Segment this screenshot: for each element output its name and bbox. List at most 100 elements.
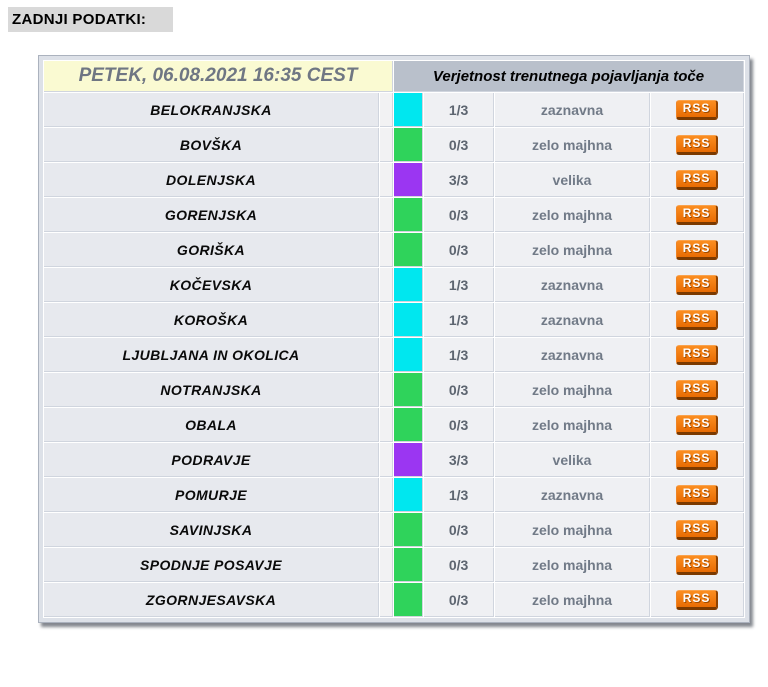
probability-label: zelo majhna (494, 513, 651, 547)
probability-fraction: 0/3 (424, 548, 494, 582)
probability-label: zelo majhna (494, 128, 651, 162)
probability-fraction: 0/3 (424, 408, 494, 442)
region-name: LJUBLJANA IN OKOLICA (44, 338, 379, 372)
table-row: POMURJE 1/3 zaznavna RSS (44, 478, 744, 512)
table-row: BOVŠKA 0/3 zelo majhna RSS (44, 128, 744, 162)
probability-label: zaznavna (494, 338, 651, 372)
region-name: ZGORNJESAVSKA (44, 583, 379, 617)
rss-cell: RSS (651, 303, 744, 337)
probability-fraction: 3/3 (424, 443, 494, 477)
probability-color-swatch (394, 233, 424, 267)
probability-fraction: 1/3 (424, 93, 494, 127)
region-name: NOTRANJSKA (44, 373, 379, 407)
rss-button[interactable]: RSS (675, 170, 719, 190)
probability-label: zaznavna (494, 93, 651, 127)
probability-color-swatch (394, 198, 424, 232)
probability-fraction: 1/3 (424, 268, 494, 302)
probability-fraction: 1/3 (424, 338, 494, 372)
table-row: LJUBLJANA IN OKOLICA 1/3 zaznavna RSS (44, 338, 744, 372)
region-name: BELOKRANJSKA (44, 93, 379, 127)
probability-color-swatch (394, 93, 424, 127)
region-name: OBALA (44, 408, 379, 442)
rss-cell: RSS (651, 338, 744, 372)
rss-button[interactable]: RSS (675, 380, 719, 400)
table-row: DOLENJSKA 3/3 velika RSS (44, 163, 744, 197)
rss-button[interactable]: RSS (675, 590, 719, 610)
spacer-cell (380, 163, 393, 197)
rss-cell: RSS (651, 163, 744, 197)
spacer-cell (380, 583, 393, 617)
region-name: KOČEVSKA (44, 268, 379, 302)
rss-button[interactable]: RSS (675, 240, 719, 260)
probability-fraction: 1/3 (424, 478, 494, 512)
probability-fraction: 0/3 (424, 583, 494, 617)
probability-color-swatch (394, 128, 424, 162)
rss-cell: RSS (651, 548, 744, 582)
page-title: ZADNJI PODATKI: (8, 7, 174, 32)
region-name: BOVŠKA (44, 128, 379, 162)
table-row: OBALA 0/3 zelo majhna RSS (44, 408, 744, 442)
rss-button[interactable]: RSS (675, 100, 719, 120)
rss-button[interactable]: RSS (675, 135, 719, 155)
region-name: PODRAVJE (44, 443, 379, 477)
probability-fraction: 1/3 (424, 303, 494, 337)
probability-color-swatch (394, 443, 424, 477)
probability-color-swatch (394, 268, 424, 302)
rss-button[interactable]: RSS (675, 310, 719, 330)
table-row: GORIŠKA 0/3 zelo majhna RSS (44, 233, 744, 267)
region-name: DOLENJSKA (44, 163, 379, 197)
spacer-cell (380, 128, 393, 162)
table-row: ZGORNJESAVSKA 0/3 zelo majhna RSS (44, 583, 744, 617)
region-name: GORIŠKA (44, 233, 379, 267)
rss-button[interactable]: RSS (675, 415, 719, 435)
rss-cell: RSS (651, 513, 744, 547)
probability-color-swatch (394, 513, 424, 547)
probability-label: zelo majhna (494, 408, 651, 442)
probability-fraction: 0/3 (424, 373, 494, 407)
probability-color-swatch (394, 373, 424, 407)
probability-color-swatch (394, 478, 424, 512)
region-name: KOROŠKA (44, 303, 379, 337)
probability-color-swatch (394, 163, 424, 197)
rss-button[interactable]: RSS (675, 450, 719, 470)
rss-cell: RSS (651, 93, 744, 127)
rss-button[interactable]: RSS (675, 555, 719, 575)
hail-probability-table: PETEK, 06.08.2021 16:35 CEST Verjetnost … (43, 60, 745, 618)
region-name: GORENJSKA (44, 198, 379, 232)
spacer-cell (380, 198, 393, 232)
rss-cell: RSS (651, 443, 744, 477)
probability-label: zelo majhna (494, 198, 651, 232)
rss-cell: RSS (651, 198, 744, 232)
rss-cell: RSS (651, 583, 744, 617)
spacer-cell (380, 478, 393, 512)
rss-button[interactable]: RSS (675, 520, 719, 540)
probability-fraction: 3/3 (424, 163, 494, 197)
table-row: PODRAVJE 3/3 velika RSS (44, 443, 744, 477)
region-name: SPODNJE POSAVJE (44, 548, 379, 582)
rss-button[interactable]: RSS (675, 275, 719, 295)
table-row: NOTRANJSKA 0/3 zelo majhna RSS (44, 373, 744, 407)
probability-color-swatch (394, 303, 424, 337)
probability-color-swatch (394, 338, 424, 372)
table-row: GORENJSKA 0/3 zelo majhna RSS (44, 198, 744, 232)
rss-cell: RSS (651, 408, 744, 442)
rss-button[interactable]: RSS (675, 345, 719, 365)
rss-cell: RSS (651, 128, 744, 162)
spacer-cell (380, 303, 393, 337)
table-row: KOČEVSKA 1/3 zaznavna RSS (44, 268, 744, 302)
probability-label: zaznavna (494, 268, 651, 302)
probability-label: zelo majhna (494, 233, 651, 267)
probability-label: zaznavna (494, 303, 651, 337)
rss-cell: RSS (651, 233, 744, 267)
table-header-row: PETEK, 06.08.2021 16:35 CEST Verjetnost … (44, 61, 744, 92)
rss-button[interactable]: RSS (675, 205, 719, 225)
spacer-cell (380, 513, 393, 547)
spacer-cell (380, 233, 393, 267)
probability-color-swatch (394, 548, 424, 582)
table-header-title: Verjetnost trenutnega pojavljanja toče (394, 61, 744, 92)
rss-cell: RSS (651, 478, 744, 512)
rss-button[interactable]: RSS (675, 485, 719, 505)
region-name: SAVINJSKA (44, 513, 379, 547)
rss-cell: RSS (651, 373, 744, 407)
